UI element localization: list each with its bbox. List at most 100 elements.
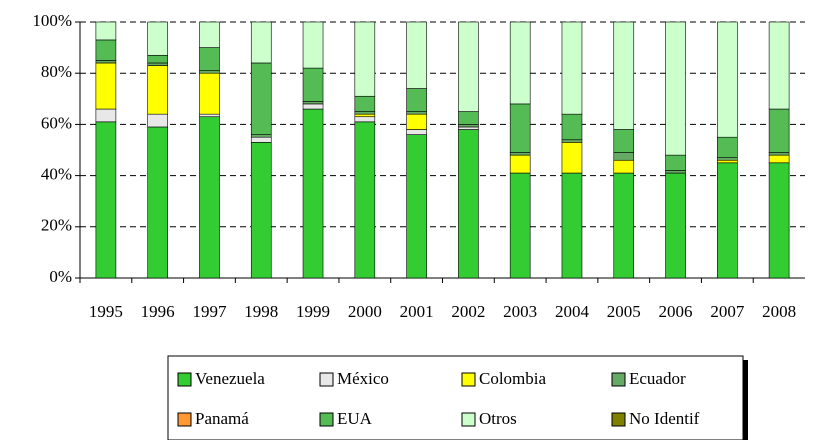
legend-label: México [337,369,389,388]
bar-segment [613,152,635,161]
bar-segment [95,108,117,123]
bar-segment [561,113,583,141]
bar-segment [717,159,738,164]
x-tick-label: 1997 [192,302,227,321]
bar-segment [147,113,168,128]
y-tick-label: 20% [41,216,72,235]
bar-segment [509,21,531,105]
bar-segment [458,111,479,125]
bar-segment [509,103,531,153]
x-tick-label: 2002 [451,302,485,321]
bar-segment [302,108,324,279]
bar-segment [95,21,117,41]
legend-shadow [743,360,748,440]
x-tick-label: 1996 [141,302,175,321]
bar-segment [665,172,686,279]
bar-segment [717,157,738,161]
legend-swatch [177,372,192,387]
bar-segment [406,134,427,279]
bar-segment [147,21,168,56]
bar-segment [717,21,738,138]
bar-segment [302,67,324,102]
bar-segment [458,129,479,279]
bar-segment [354,121,376,279]
bar-segment [199,113,220,118]
bar-segment [354,113,376,118]
legend-label: Ecuador [629,369,686,388]
x-tick-label: 2003 [503,302,537,321]
bar-segment [665,154,686,171]
x-tick-label: 2006 [659,302,693,321]
bar-segment [147,54,168,64]
bar-segment [354,116,376,123]
bar-segment [458,124,479,128]
bar-segment [406,129,427,135]
bar-segment [147,62,168,66]
bar-segment [717,136,738,158]
legend-swatch [177,412,192,427]
bar-segment [665,170,686,174]
bar-segment [95,121,117,279]
bar-segment [95,60,117,64]
bar-segment [561,142,583,174]
bar-segment [250,136,272,143]
bar-segment [199,72,220,115]
bar-segment [354,21,376,97]
bar-segment [561,21,583,115]
bar-segment [561,139,583,143]
bar-segment [302,103,324,110]
bar-segment [561,172,583,279]
bar-segment [665,21,686,156]
legend-swatch [461,372,476,387]
bar-segment [768,21,790,110]
bar-segment [613,21,635,130]
y-tick-label: 80% [41,62,72,81]
x-tick-label: 2000 [348,302,382,321]
legend-swatch [319,412,334,427]
y-tick-label: 0% [49,267,72,286]
legend-label: Panamá [195,409,249,428]
bar-segment [354,95,376,112]
bar-segment [199,47,220,71]
bar-segment [95,39,117,61]
legend-swatch [611,412,626,427]
x-tick-label: 2007 [710,302,745,321]
bar-segment [406,113,427,130]
bar-segment [199,116,220,279]
bar-segment [458,21,479,112]
y-tick-label: 60% [41,113,72,132]
bar-segment [717,162,738,279]
bar-segment [509,172,531,279]
x-tick-label: 2004 [555,302,590,321]
bar-segment [406,21,427,89]
bar-segment [302,21,324,69]
bar-segment [406,111,427,115]
x-tick-label: 2005 [607,302,641,321]
bar-segment [95,62,117,110]
legend-swatch [319,372,334,387]
bar-segment [250,134,272,138]
x-tick-label: 1995 [89,302,123,321]
bar-segment [768,152,790,156]
bar-segment [250,142,272,279]
bar-segment [613,129,635,153]
bar-segment [613,172,635,279]
bar-segment [199,70,220,74]
bar-segment [250,62,272,135]
bar-segment [250,21,272,64]
y-tick-label: 40% [41,165,72,184]
legend-label: Otros [479,409,517,428]
bar-segment [147,126,168,279]
legend-swatch [611,372,626,387]
bar-segment [406,88,427,112]
bar-segment [509,154,531,174]
x-tick-label: 1999 [296,302,330,321]
y-tick-label: 100% [32,11,72,30]
bar-segment [199,21,220,48]
bar-segment [458,126,479,130]
bar-segment [768,108,790,153]
bar-segment [768,154,790,164]
bar-segment [354,111,376,115]
bar-segment [302,101,324,105]
legend-label: Venezuela [195,369,265,388]
